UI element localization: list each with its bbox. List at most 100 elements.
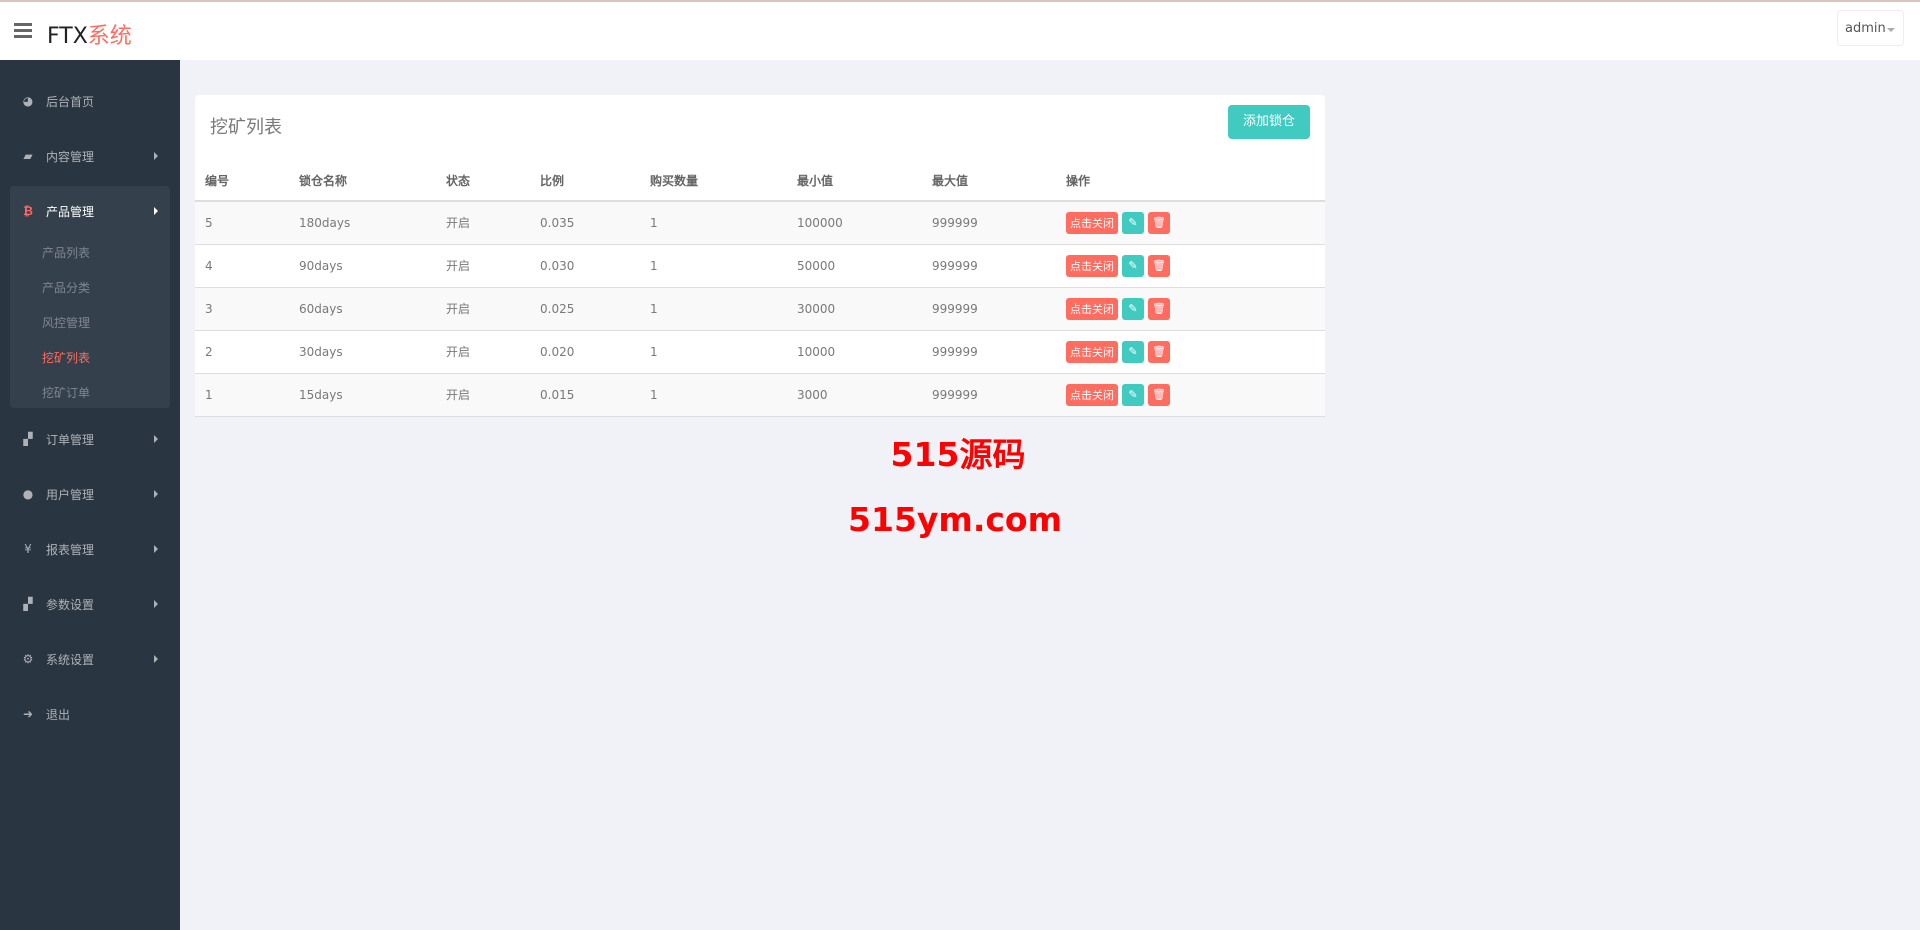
- table-cell: 30000: [797, 287, 932, 331]
- cogs-icon: ⚙: [22, 652, 34, 666]
- menu-toggle-icon[interactable]: [14, 23, 32, 38]
- pencil-icon[interactable]: ✎: [1122, 340, 1144, 363]
- table-cell: 30days: [299, 330, 446, 374]
- sidebar-item-params[interactable]: ▞ 参数设置: [20, 592, 170, 616]
- sidebar-item-system[interactable]: ⚙ 系统设置: [20, 647, 170, 671]
- actions-cell: 点击关闭 ✎ 🗑: [1066, 330, 1325, 374]
- trash-icon[interactable]: 🗑: [1148, 254, 1170, 277]
- pencil-icon[interactable]: ✎: [1122, 254, 1144, 277]
- sidebar-subitem-risk-control[interactable]: 风控管理: [42, 316, 91, 330]
- mining-list-panel: 挖矿列表 添加锁仓 编号 锁仓名称 状态 比例 购买数量 最小值 最大值 操作 5 180day…: [195, 95, 1325, 417]
- table-cell: 2: [195, 330, 299, 374]
- column-header: 状态: [446, 161, 540, 202]
- pencil-icon[interactable]: ✎: [1122, 211, 1144, 234]
- table-cell: 开启: [446, 244, 540, 288]
- table-cell: 999999: [932, 373, 1066, 417]
- caret-right-icon: [154, 545, 158, 553]
- table-cell: 0.030: [540, 244, 650, 288]
- table-cell: 1: [650, 287, 797, 331]
- column-header: 操作: [1066, 161, 1325, 202]
- close-button[interactable]: 点击关闭: [1066, 383, 1118, 406]
- logo-accent-text: 系统: [87, 24, 132, 49]
- user-icon: ●: [22, 487, 34, 501]
- column-header: 最小值: [797, 161, 932, 202]
- table-cell: 3: [195, 287, 299, 331]
- sidebar-item-content[interactable]: ▰ 内容管理: [20, 144, 170, 168]
- logo: FTX系统: [47, 18, 132, 50]
- table-cell: 开启: [446, 287, 540, 331]
- table-cell: 开启: [446, 330, 540, 374]
- caret-right-icon: [154, 207, 158, 215]
- table-cell: 0.015: [540, 373, 650, 417]
- dashboard-icon: ◕: [22, 94, 34, 108]
- sidebar-item-users[interactable]: ● 用户管理: [20, 482, 170, 506]
- sidebar-item-logout[interactable]: ➜ 退出: [20, 702, 170, 726]
- table-cell: 90days: [299, 244, 446, 288]
- close-button[interactable]: 点击关闭: [1066, 340, 1118, 363]
- trash-icon[interactable]: 🗑: [1148, 383, 1170, 406]
- table-row: 1 15days 开启 0.015 1 3000 999999 点击关闭 ✎ 🗑: [195, 373, 1325, 417]
- label: 后台首页: [46, 94, 95, 109]
- add-lock-button[interactable]: 添加锁仓: [1228, 105, 1310, 139]
- label: 报表管理: [46, 542, 95, 557]
- table-cell: 4: [195, 244, 299, 288]
- table-cell: 999999: [932, 201, 1066, 245]
- sidebar-item-products[interactable]: ₿ 产品管理: [20, 199, 170, 223]
- column-header: 最大值: [932, 161, 1066, 202]
- trash-icon[interactable]: 🗑: [1148, 340, 1170, 363]
- trash-icon[interactable]: 🗑: [1148, 297, 1170, 320]
- top-bar: FTX系统 admin: [0, 0, 1920, 60]
- sidebar: ◕ 后台首页 ▰ 内容管理 ₿ 产品管理 产品列表 产品分类 风控管理 挖矿列表 挖矿…: [0, 60, 180, 930]
- caret-right-icon: [154, 655, 158, 663]
- table-cell: 999999: [932, 287, 1066, 331]
- table-header: 编号 锁仓名称 状态 比例 购买数量 最小值 最大值 操作: [195, 161, 1325, 202]
- actions-cell: 点击关闭 ✎ 🗑: [1066, 244, 1325, 288]
- column-header: 编号: [195, 161, 299, 202]
- sidebar-subitem-product-category[interactable]: 产品分类: [42, 281, 91, 295]
- sidebar-subitem-product-list[interactable]: 产品列表: [42, 246, 91, 260]
- label: 退出: [46, 707, 71, 722]
- sign-out-icon: ➜: [22, 707, 34, 721]
- table-cell: 999999: [932, 330, 1066, 374]
- table-row: 4 90days 开启 0.030 1 50000 999999 点击关闭 ✎ 🗑: [195, 244, 1325, 288]
- caret-right-icon: [154, 435, 158, 443]
- caret-right-icon: [154, 600, 158, 608]
- label: 系统设置: [46, 652, 95, 667]
- close-button[interactable]: 点击关闭: [1066, 297, 1118, 320]
- table-cell: 10000: [797, 330, 932, 374]
- files-icon: ▞: [23, 597, 33, 611]
- label: 订单管理: [46, 432, 95, 447]
- sidebar-subitem-mining-orders[interactable]: 挖矿订单: [42, 386, 91, 400]
- label: 内容管理: [46, 149, 95, 164]
- trash-icon[interactable]: 🗑: [1148, 211, 1170, 234]
- actions-cell: 点击关闭 ✎ 🗑: [1066, 201, 1325, 245]
- close-button[interactable]: 点击关闭: [1066, 254, 1118, 277]
- user-dropdown[interactable]: admin: [1837, 10, 1904, 46]
- table-cell: 1: [650, 201, 797, 245]
- table-cell: 15days: [299, 373, 446, 417]
- pencil-icon[interactable]: ✎: [1122, 297, 1144, 320]
- watermark-text: 515源码: [890, 435, 1026, 474]
- table-cell: 1: [195, 373, 299, 417]
- label: 产品管理: [46, 204, 95, 219]
- close-button[interactable]: 点击关闭: [1066, 211, 1118, 234]
- sidebar-subitem-mining-list[interactable]: 挖矿列表: [42, 351, 91, 365]
- caret-right-icon: [154, 152, 158, 160]
- table-cell: 50000: [797, 244, 932, 288]
- table-cell: 60days: [299, 287, 446, 331]
- table-cell: 0.025: [540, 287, 650, 331]
- sidebar-item-reports[interactable]: ¥ 报表管理: [20, 537, 170, 561]
- caret-down-icon: [1887, 28, 1895, 32]
- bitcoin-icon: ₿: [23, 204, 33, 218]
- table-cell: 999999: [932, 244, 1066, 288]
- table-cell: 100000: [797, 201, 932, 245]
- table-cell: 180days: [299, 201, 446, 245]
- pencil-icon[interactable]: ✎: [1122, 383, 1144, 406]
- table-cell: 1: [650, 330, 797, 374]
- logo-text: FTX: [47, 24, 88, 49]
- sidebar-item-orders[interactable]: ▞ 订单管理: [20, 427, 170, 451]
- sidebar-item-dashboard[interactable]: ◕ 后台首页: [20, 89, 170, 113]
- yen-icon: ¥: [24, 542, 32, 556]
- column-header: 锁仓名称: [299, 161, 446, 202]
- table-cell: 1: [650, 373, 797, 417]
